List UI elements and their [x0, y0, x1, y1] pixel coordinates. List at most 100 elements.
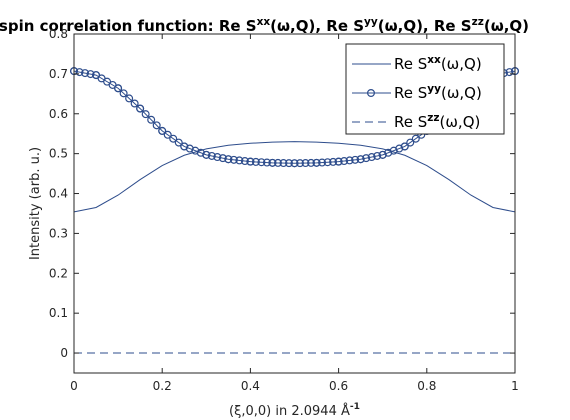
data-point-marker — [141, 110, 150, 119]
data-point-marker — [163, 130, 172, 139]
data-point-marker — [411, 134, 420, 143]
data-point-syy — [290, 159, 299, 168]
data-point-marker — [505, 68, 514, 77]
y-tick-label: 0.3 — [49, 226, 68, 240]
legend-items: Re Sxx(ω,Q)Re Syy(ω,Q)Re Szz(ω,Q) — [352, 54, 482, 131]
legend-entry: Re Szz(ω,Q) — [352, 112, 480, 131]
text-part: (ω,Q) — [440, 113, 481, 131]
legend-label: Re Syy(ω,Q) — [394, 83, 482, 102]
x-tick-label: 1 — [511, 379, 519, 393]
data-point-syy — [246, 157, 255, 166]
x-tick-label: 0.4 — [241, 379, 260, 393]
superscript: zz — [472, 16, 484, 28]
text-part: (ω,Q) — [441, 55, 482, 73]
y-tick-label: 0.2 — [49, 266, 68, 280]
text-part: (ξ,0,0) in 2.0944 Å — [229, 403, 350, 419]
data-point-marker — [329, 157, 338, 166]
superscript: zz — [427, 112, 439, 124]
data-point-syy — [224, 155, 233, 164]
text-part: Re S — [394, 113, 427, 131]
y-tick-label: 0.6 — [49, 107, 68, 121]
data-point-marker — [169, 134, 178, 143]
legend-entry: Re Sxx(ω,Q) — [352, 54, 482, 73]
y-axis-label: Intensity (arb. u.) — [28, 147, 43, 260]
data-point-marker — [213, 153, 222, 162]
data-point-marker — [373, 151, 382, 160]
superscript: xx — [257, 16, 271, 28]
data-point-marker — [130, 99, 139, 108]
data-point-syy — [334, 157, 343, 166]
data-point-marker — [362, 154, 371, 163]
x-axis-ticks: 0 0.2 0.4 0.6 0.8 1 — [70, 34, 519, 393]
data-point-marker — [152, 121, 161, 130]
data-point-marker — [86, 70, 95, 79]
text-part: Re S — [394, 84, 427, 102]
chart-title: n-spin correlation function: Re Sxx(ω,Q)… — [0, 16, 529, 35]
text-part: n-spin correlation function: Re S — [0, 17, 257, 35]
data-point-marker — [125, 94, 134, 103]
y-tick-label: 0 — [60, 346, 68, 360]
data-point-marker — [147, 115, 156, 124]
data-point-syy — [180, 142, 189, 151]
y-tick-label: 0.4 — [49, 187, 68, 201]
legend: Re Sxx(ω,Q)Re Syy(ω,Q)Re Szz(ω,Q) — [345, 43, 505, 135]
data-point-marker — [229, 155, 238, 164]
text-part: (ω,Q) — [441, 84, 482, 102]
legend-label: Re Szz(ω,Q) — [394, 112, 480, 131]
data-point-syy — [158, 126, 167, 135]
y-tick-label: 0.7 — [49, 67, 68, 81]
data-point-marker — [340, 157, 349, 166]
data-point-marker — [406, 138, 415, 147]
text-part: (ω,Q), Re S — [270, 17, 364, 35]
data-point-marker — [367, 153, 376, 162]
superscript: yy — [364, 16, 378, 28]
data-point-marker — [207, 151, 216, 160]
data-point-marker — [279, 159, 288, 168]
data-point-marker — [351, 155, 360, 164]
data-point-marker — [174, 138, 183, 147]
data-point-syy — [114, 84, 123, 93]
data-point-syy — [136, 104, 145, 113]
x-axis-label: (ξ,0,0) in 2.0944 Å-1 — [229, 402, 360, 419]
x-tick-label: 0.2 — [153, 379, 172, 393]
data-point-syy — [356, 155, 365, 164]
data-point-syy — [202, 150, 211, 159]
legend-entry: Re Syy(ω,Q) — [352, 83, 482, 102]
data-point-marker — [301, 159, 310, 168]
axes-frame — [73, 33, 516, 374]
data-point-marker — [257, 158, 266, 167]
data-point-marker — [235, 156, 244, 165]
superscript: yy — [427, 83, 441, 95]
text-part: (ω,Q), Re S — [378, 17, 472, 35]
superscript: xx — [427, 54, 441, 66]
x-tick-label: 0.8 — [417, 379, 436, 393]
legend-box — [345, 43, 505, 135]
x-tick-label: 0 — [70, 379, 78, 393]
y-tick-label: 0.5 — [49, 147, 68, 161]
data-point-syy — [92, 71, 101, 80]
data-point-syy — [268, 158, 277, 167]
data-point-marker — [284, 159, 293, 168]
y-tick-label: 0.8 — [49, 27, 68, 41]
data-point-marker — [345, 156, 354, 165]
data-point-marker — [251, 157, 260, 166]
data-point-marker — [318, 158, 327, 167]
data-point-syy — [400, 142, 409, 151]
data-point-marker — [75, 68, 84, 77]
x-tick-label: 0.6 — [329, 379, 348, 393]
data-point-marker — [240, 157, 249, 166]
legend-marker — [367, 88, 376, 97]
data-point-marker — [262, 158, 271, 167]
series-line-sxx — [73, 141, 516, 213]
data-point-marker — [218, 154, 227, 163]
data-point-marker — [81, 69, 90, 78]
superscript: -1 — [350, 402, 360, 412]
y-tick-label: 0.1 — [49, 306, 68, 320]
y-axis-ticks: 0 0.1 0.2 0.3 0.4 0.5 0.6 0.7 0.8 — [49, 27, 515, 360]
data-point-marker — [296, 159, 305, 168]
legend-label: Re Sxx(ω,Q) — [394, 54, 482, 73]
data-point-marker — [119, 89, 128, 98]
data-point-marker — [307, 158, 316, 167]
data-point-marker — [273, 158, 282, 167]
